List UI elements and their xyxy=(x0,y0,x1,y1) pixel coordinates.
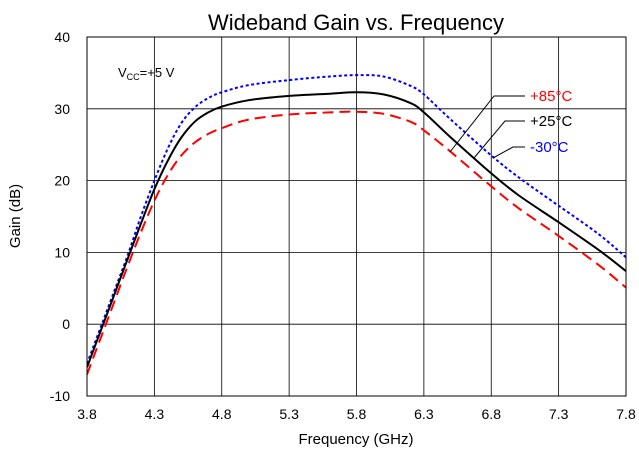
x-tick-label: 7.3 xyxy=(549,406,569,422)
x-tick-label: 3.8 xyxy=(77,406,97,422)
y-tick-label: 30 xyxy=(54,101,70,117)
x-tick-label: 6.3 xyxy=(414,406,434,422)
legend-label-30c: -30°C xyxy=(530,139,569,156)
series-line-25c xyxy=(87,91,626,368)
y-tick-label: 0 xyxy=(62,316,70,332)
legend-label-25c: +25°C xyxy=(530,113,572,130)
y-axis-label: Gain (dB) xyxy=(7,184,24,248)
chart-title: Wideband Gain vs. Frequency xyxy=(208,10,504,35)
condition-annotation: VCC=+5 V xyxy=(118,65,175,82)
x-axis-label: Frequency (GHz) xyxy=(298,431,413,448)
x-tick-label: 6.8 xyxy=(482,406,502,422)
x-tick-label: 4.8 xyxy=(212,406,232,422)
plot-frame xyxy=(86,36,627,397)
legend: +85°C +25°C -30°C xyxy=(449,88,572,159)
series-line-85c xyxy=(87,110,626,375)
y-tick-label: -10 xyxy=(50,388,70,404)
x-tick-label: 4.3 xyxy=(145,406,165,422)
legend-leader-85c xyxy=(449,95,525,153)
x-tick-label: 7.8 xyxy=(616,406,636,422)
legend-leader-30c xyxy=(492,146,525,159)
y-tick-label: 40 xyxy=(54,29,70,45)
x-tick-label: 5.3 xyxy=(279,406,299,422)
legend-leader-25c xyxy=(473,120,525,159)
legend-label-85c: +85°C xyxy=(530,88,572,105)
y-tick-labels: -10 0 10 20 30 40 xyxy=(50,29,70,404)
y-tick-label: 10 xyxy=(54,244,70,260)
x-tick-label: 5.8 xyxy=(347,406,367,422)
x-tick-labels: 3.8 4.3 4.8 5.3 5.8 6.3 6.8 7.3 7.8 xyxy=(77,406,636,422)
y-tick-label: 20 xyxy=(54,173,70,189)
